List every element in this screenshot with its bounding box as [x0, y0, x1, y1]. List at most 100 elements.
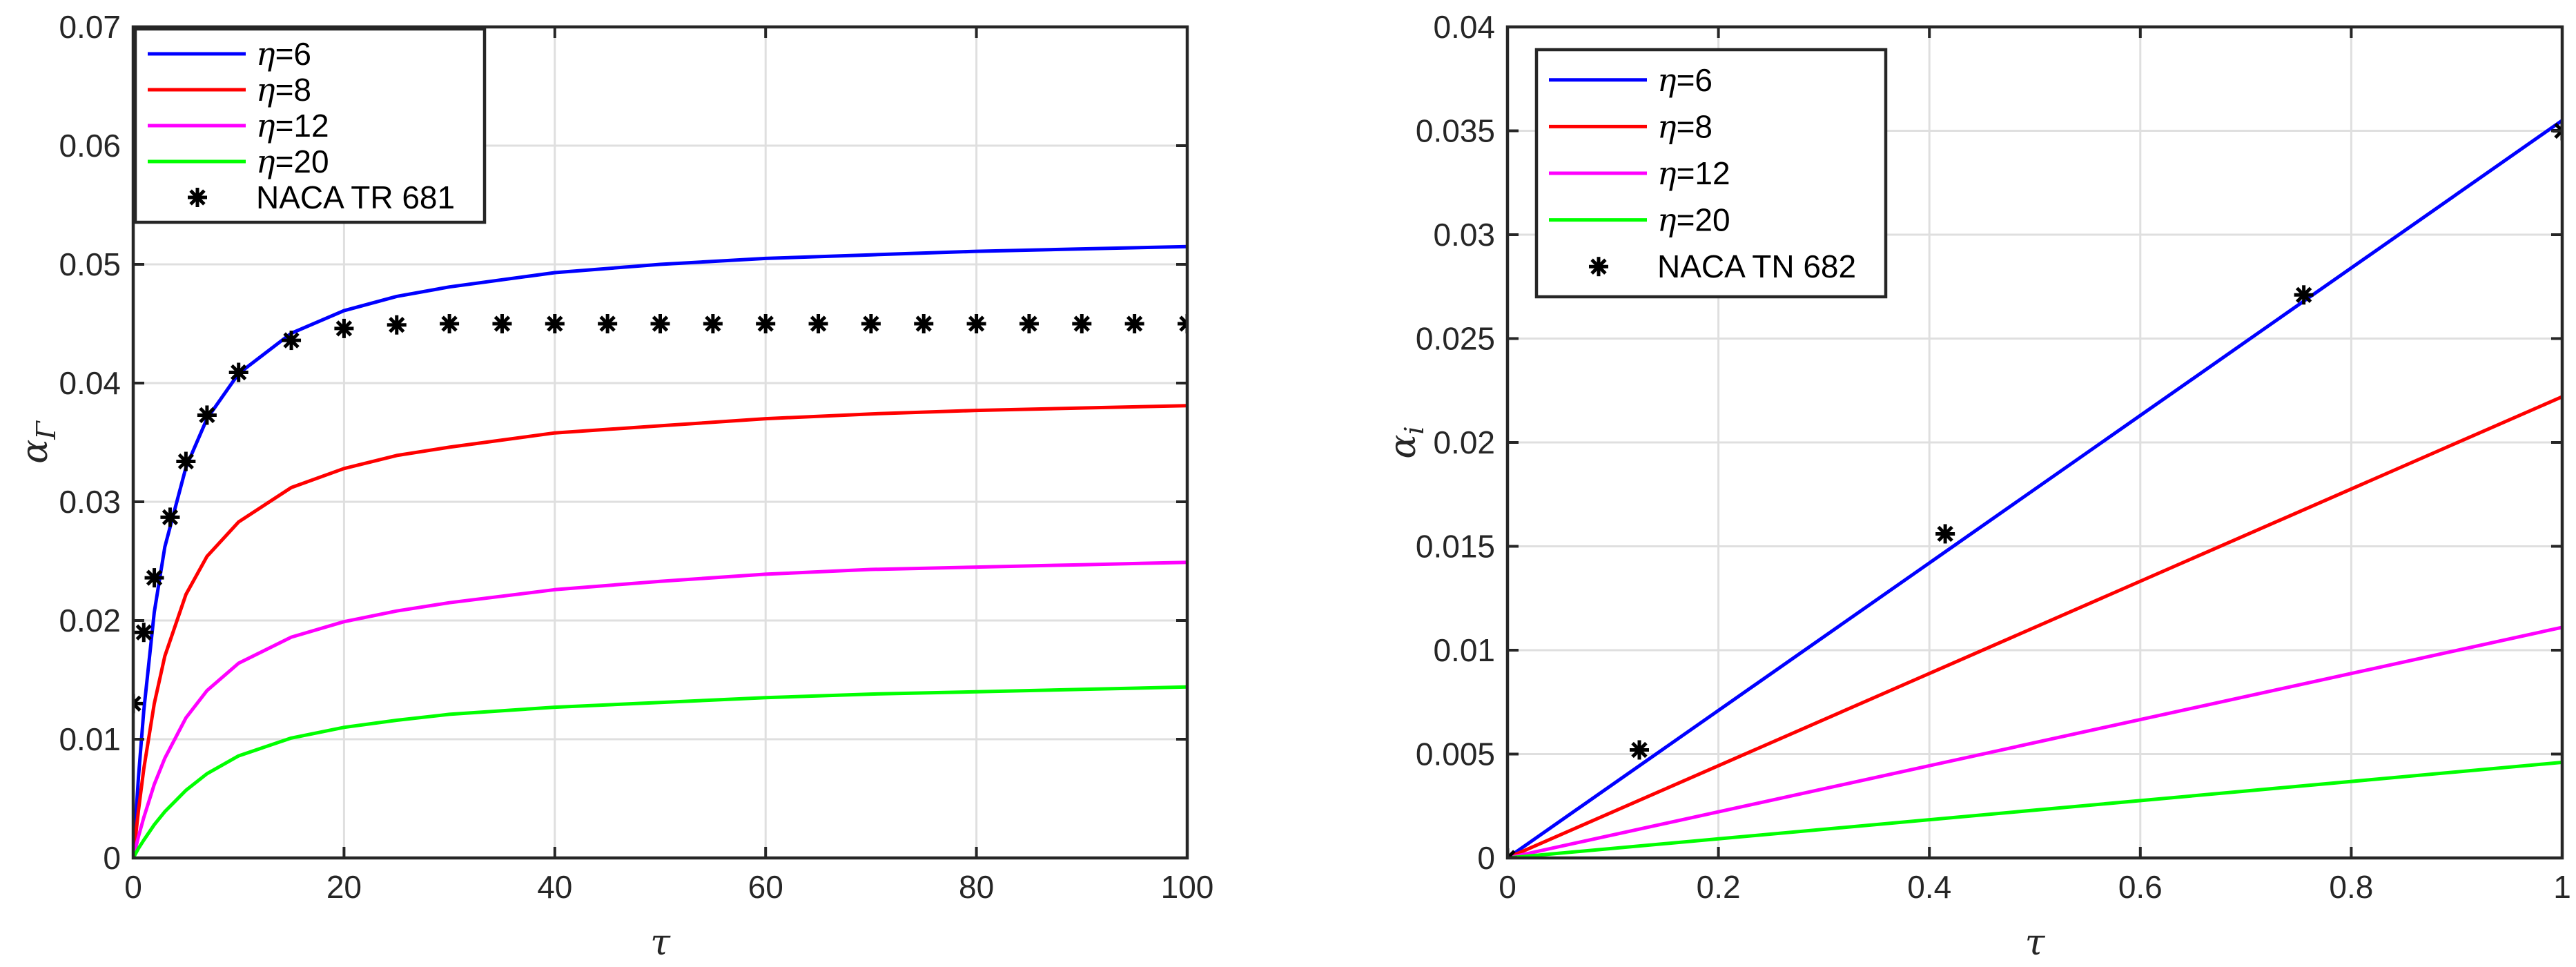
y-tick-label: 0.01: [1433, 632, 1495, 668]
series-line: [133, 244, 1187, 858]
data-point-marker-stroke: [135, 624, 152, 641]
data-point-marker: [1178, 314, 1187, 333]
legend-label: NACA TN 682: [1657, 248, 1856, 284]
data-point-marker-stroke: [705, 315, 721, 332]
y-axis-label: αi: [1383, 426, 1430, 458]
data-point-marker: [282, 331, 302, 351]
legend-label: η=8: [256, 71, 311, 108]
data-point-marker-stroke: [2295, 286, 2312, 303]
y-tick-label: 0.05: [59, 246, 121, 282]
data-point-marker: [598, 314, 618, 333]
data-point-marker: [545, 314, 565, 333]
y-tick-label: 0.015: [1416, 529, 1495, 565]
data-point-marker-stroke: [1126, 315, 1143, 332]
data-point-marker-stroke: [547, 315, 563, 332]
x-tick-label: 40: [537, 869, 572, 905]
data-point-marker-stroke: [494, 315, 511, 332]
data-point-marker-stroke: [335, 320, 353, 337]
data-point-marker-stroke: [2554, 128, 2562, 139]
legend-item: η=12: [148, 107, 329, 144]
legend-eta-symbol: η: [256, 107, 275, 144]
data-point-marker: [966, 314, 986, 333]
x-tick-label: 0: [1499, 869, 1516, 905]
data-point-marker-stroke: [599, 315, 616, 332]
data-point-marker-stroke: [199, 407, 215, 424]
y-tick-label: 0.025: [1416, 321, 1495, 357]
data-point-marker: [160, 507, 180, 527]
x-tick-label: 0.4: [1907, 869, 1951, 905]
data-point-marker: [2294, 285, 2314, 305]
y-axis-label-subscript: Γ: [31, 420, 61, 440]
legend-label: η=12: [256, 107, 329, 144]
data-point-marker: [197, 405, 217, 425]
y-tick-label: 0.02: [59, 603, 121, 638]
series-group: [133, 244, 1187, 858]
data-point-marker-stroke: [133, 695, 142, 706]
data-point-marker: [144, 568, 164, 588]
series-line: [1507, 119, 2562, 858]
x-tick-label: 0: [124, 869, 142, 905]
legend-eta-symbol: η: [256, 71, 275, 108]
legend-eta-symbol: η: [256, 35, 275, 72]
legend-label-text: NACA TR 681: [256, 179, 455, 215]
legend-item: η=20: [148, 143, 329, 180]
data-point-marker: [176, 451, 196, 471]
legend-eta-symbol: η: [1657, 61, 1677, 99]
legend-eta-symbol: η: [1657, 202, 1677, 239]
legend-label-text: =8: [275, 72, 311, 108]
data-point-marker: [1072, 314, 1092, 333]
legend-item: η=6: [148, 35, 311, 72]
data-point-marker: [492, 314, 512, 333]
data-point-marker-stroke: [968, 315, 985, 332]
x-axis-label: τ: [650, 922, 671, 964]
data-point-marker: [387, 315, 407, 335]
series-line: [133, 404, 1187, 858]
data-point-marker-stroke: [757, 315, 774, 332]
data-point-marker: [1935, 524, 1955, 544]
x-tick-label: 0.8: [2329, 869, 2373, 905]
x-tick-label: 60: [748, 869, 783, 905]
legend-marker-stroke: [189, 189, 206, 206]
data-point-marker-stroke: [915, 315, 932, 332]
y-tick-label: 0.06: [59, 128, 121, 164]
data-point-marker: [808, 314, 828, 333]
data-point-marker: [334, 318, 354, 338]
legend-eta-symbol: η: [1657, 108, 1677, 145]
legend-eta-symbol: η: [256, 143, 275, 180]
y-tick-label: 0.03: [1433, 217, 1495, 253]
legend-label-text: =6: [275, 36, 311, 72]
data-point-marker: [650, 314, 670, 333]
data-point-marker-stroke: [1937, 525, 1953, 543]
legend-item: η=8: [1549, 108, 1713, 145]
data-point-marker-stroke: [162, 509, 179, 526]
y-axis-label: αΓ: [14, 420, 61, 464]
axes-frame: [131, 25, 1189, 860]
data-point-marker-stroke: [441, 315, 458, 332]
y-tick-label: 0.07: [59, 9, 121, 45]
legend-label-text: =12: [275, 108, 329, 144]
y-tick-label: 0.01: [59, 721, 121, 757]
data-point-marker-stroke: [1507, 850, 1516, 858]
data-point-marker: [1507, 848, 1517, 858]
legend-label-text: =12: [1677, 155, 1730, 191]
data-point-marker-stroke: [652, 315, 669, 332]
x-tick-label: 100: [1161, 869, 1214, 905]
y-tick-label: 0: [103, 840, 121, 876]
right-plot: 0 0.2 0.4 0.6 0.8 1 0 0.005 0.01 0.015 0.02 0.025 0.…: [1383, 9, 2571, 964]
legend-label: η=20: [1657, 202, 1730, 239]
legend-item: η=6: [1549, 61, 1713, 99]
legend-marker: [1589, 257, 1608, 277]
legend-label-text: =20: [275, 144, 329, 179]
legend-item: η=12: [1549, 155, 1730, 192]
data-point-marker-stroke: [1631, 741, 1648, 759]
data-point-marker-stroke: [2554, 122, 2562, 134]
y-tick-label: 0.02: [1433, 424, 1495, 460]
data-point-marker-stroke: [1021, 315, 1037, 332]
legend-marker: [188, 188, 207, 207]
data-point-marker-stroke: [1179, 321, 1187, 332]
legend-label: η=6: [256, 35, 311, 72]
series-line: [133, 685, 1187, 858]
legend-label: η=6: [1657, 61, 1713, 99]
